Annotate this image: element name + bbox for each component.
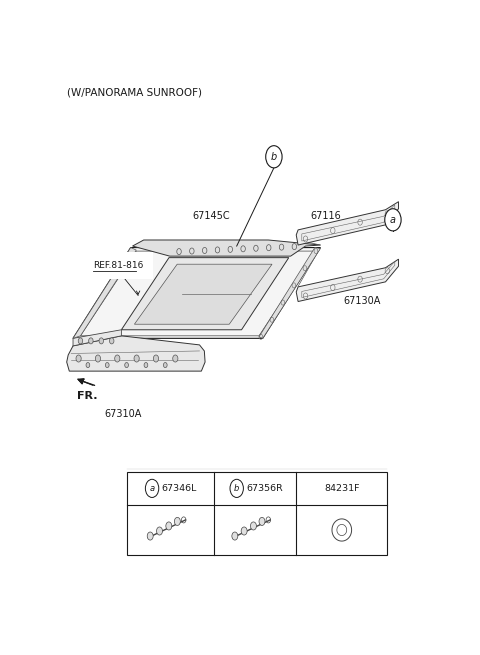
Text: (W/PANORAMA SUNROOF): (W/PANORAMA SUNROOF): [67, 88, 203, 98]
Circle shape: [232, 532, 238, 540]
Text: 67130A: 67130A: [344, 295, 381, 305]
Circle shape: [147, 532, 153, 540]
Polygon shape: [134, 264, 272, 324]
Circle shape: [154, 355, 158, 362]
Circle shape: [156, 527, 163, 535]
Polygon shape: [73, 248, 136, 339]
Circle shape: [163, 363, 167, 367]
Circle shape: [230, 479, 243, 497]
Text: 84231F: 84231F: [324, 484, 360, 493]
Circle shape: [115, 355, 120, 362]
Text: 67145C: 67145C: [192, 211, 230, 221]
Text: b: b: [234, 484, 240, 493]
Circle shape: [134, 355, 139, 362]
Text: a: a: [149, 484, 155, 493]
Polygon shape: [296, 202, 398, 245]
Circle shape: [145, 479, 159, 497]
Text: 67310A: 67310A: [105, 409, 142, 419]
Text: FR.: FR.: [77, 391, 97, 402]
Text: 67116: 67116: [310, 211, 341, 221]
Circle shape: [99, 338, 104, 344]
Circle shape: [241, 527, 247, 535]
Polygon shape: [73, 248, 321, 339]
Circle shape: [266, 145, 282, 168]
Bar: [127, 472, 387, 555]
Polygon shape: [73, 329, 121, 346]
Circle shape: [76, 355, 81, 362]
Text: b: b: [271, 152, 277, 162]
Circle shape: [96, 355, 100, 362]
Polygon shape: [296, 259, 398, 301]
Circle shape: [125, 363, 129, 367]
Circle shape: [174, 517, 180, 525]
Circle shape: [173, 355, 178, 362]
Circle shape: [86, 363, 90, 367]
Text: 67346L: 67346L: [161, 484, 197, 493]
Polygon shape: [132, 240, 321, 256]
Text: a: a: [390, 215, 396, 225]
Polygon shape: [67, 336, 205, 371]
Circle shape: [109, 338, 114, 344]
Text: REF.81-816: REF.81-816: [94, 261, 144, 271]
Circle shape: [89, 338, 93, 344]
Circle shape: [166, 522, 172, 530]
Polygon shape: [121, 257, 289, 329]
Text: 67356R: 67356R: [246, 484, 283, 493]
Circle shape: [259, 517, 265, 525]
Circle shape: [144, 363, 148, 367]
Polygon shape: [259, 248, 321, 339]
Circle shape: [78, 338, 83, 344]
Circle shape: [106, 363, 109, 367]
Circle shape: [385, 209, 401, 231]
Circle shape: [251, 522, 256, 530]
